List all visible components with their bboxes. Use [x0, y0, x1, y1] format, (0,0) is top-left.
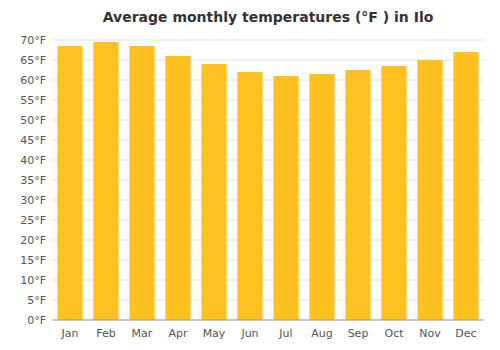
bar	[93, 42, 118, 320]
y-tick-label: 10°F	[20, 274, 46, 287]
x-tick-label: Oct	[384, 327, 404, 340]
bar	[309, 74, 334, 320]
x-tick-label: Dec	[455, 327, 476, 340]
y-tick-label: 40°F	[20, 154, 46, 167]
x-tick-label: Feb	[96, 327, 115, 340]
bar	[57, 46, 82, 320]
title: Average monthly temperatures (°F ) in Il…	[103, 9, 434, 25]
bar	[129, 46, 154, 320]
bar	[237, 72, 262, 320]
x-axis-line	[52, 320, 484, 321]
y-tick-label: 70°F	[20, 34, 46, 47]
bar	[453, 52, 478, 320]
y-tick-label: 35°F	[20, 174, 46, 187]
grid-line	[52, 320, 484, 321]
bar	[165, 56, 190, 320]
y-tick-label: 15°F	[20, 254, 46, 267]
bars	[57, 42, 478, 320]
y-tick-label: 60°F	[20, 74, 46, 87]
bar	[201, 64, 226, 320]
x-tick-label: Nov	[419, 327, 441, 340]
x-tick-label: Mar	[132, 327, 153, 340]
grid	[52, 40, 484, 320]
y-tick-label: 25°F	[20, 214, 46, 227]
x-tick-label: May	[203, 327, 226, 340]
y-tick-label: 45°F	[20, 134, 46, 147]
y-tick-label: 20°F	[20, 234, 46, 247]
bar	[273, 76, 298, 320]
x-tick-label: Sep	[348, 327, 369, 340]
y-tick-label: 65°F	[20, 54, 46, 67]
bar	[417, 60, 442, 320]
bar	[345, 70, 370, 320]
chart: Average monthly temperatures (°F ) in Il…	[0, 0, 500, 350]
y-tick-label: 55°F	[20, 94, 46, 107]
y-tick-label: 30°F	[20, 194, 46, 207]
bar	[381, 66, 406, 320]
x-tick-label: Apr	[168, 327, 188, 340]
x-tick-label: Jul	[278, 327, 292, 340]
x-tick-label: Aug	[311, 327, 332, 340]
y-tick-label: 5°F	[27, 294, 46, 307]
y-tick-label: 50°F	[20, 114, 46, 127]
grid-line	[52, 40, 484, 41]
y-tick-label: 0°F	[27, 314, 46, 327]
x-tick-label: Jun	[240, 327, 258, 340]
x-tick-label: Jan	[61, 327, 79, 340]
